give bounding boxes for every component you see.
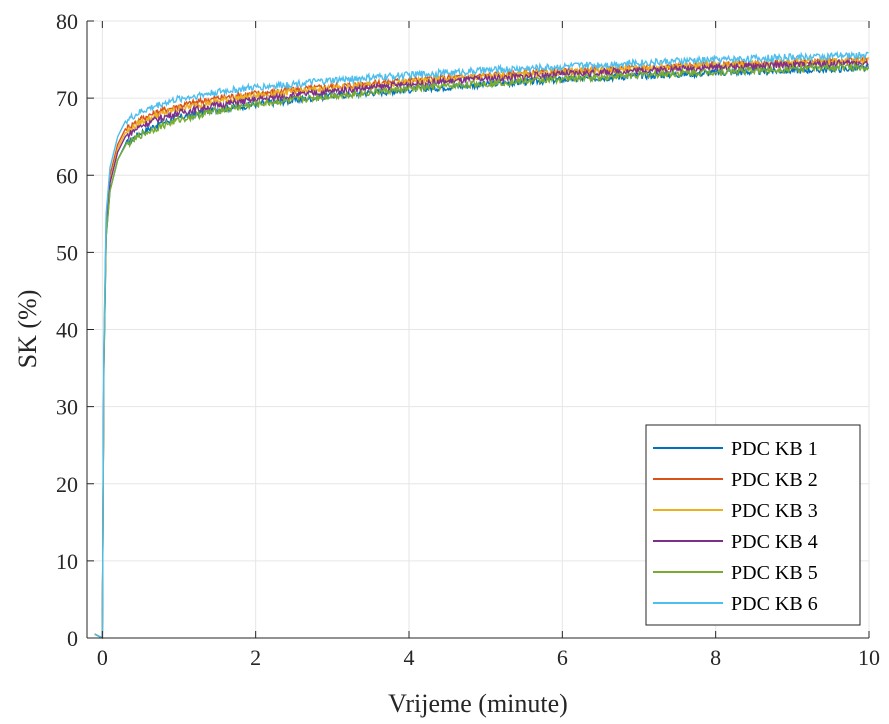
series-lines [94, 50, 870, 640]
y-tick-label: 10 [56, 549, 78, 574]
y-tick-label: 0 [67, 626, 78, 651]
legend-label-3: PDC KB 3 [731, 500, 818, 522]
x-tick-label: 2 [250, 645, 261, 670]
y-tick-label: 50 [56, 240, 78, 265]
series-line-5 [94, 61, 870, 640]
legend-label-1: PDC KB 1 [731, 438, 818, 460]
legend-label-4: PDC KB 4 [731, 531, 818, 553]
y-tick-label: 80 [56, 9, 78, 34]
series-line-3 [94, 55, 870, 640]
legend-label-6: PDC KB 6 [731, 593, 818, 615]
series-line-4 [94, 58, 869, 640]
y-tick-label: 70 [56, 86, 78, 111]
legend-box [645, 424, 861, 626]
axes [86, 20, 870, 639]
y-tick-label: 20 [56, 472, 78, 497]
legend-label-5: PDC KB 5 [731, 562, 818, 584]
series-line-6 [94, 50, 869, 640]
x-axis-label: Vrijeme (minute) [388, 689, 568, 718]
y-tick-label: 30 [56, 395, 78, 420]
tick-labels: 0 2 4 6 8 10 0 10 20 30 40 50 60 70 80 [56, 9, 880, 670]
x-tick-label: 4 [404, 645, 415, 670]
x-tick-label: 10 [858, 645, 880, 670]
x-tick-label: 6 [557, 645, 568, 670]
y-tick-label: 60 [56, 163, 78, 188]
y-axis-label: SK (%) [13, 290, 42, 369]
legend: PDC KB 1 PDC KB 2 PDC KB 3 PDC KB 4 PDC KB 5… [645, 424, 861, 626]
x-tick-label: 8 [710, 645, 721, 670]
y-tick-label: 40 [56, 318, 78, 343]
x-tick-label: 0 [97, 645, 108, 670]
legend-label-2: PDC KB 2 [731, 469, 818, 491]
grid [87, 20, 870, 639]
